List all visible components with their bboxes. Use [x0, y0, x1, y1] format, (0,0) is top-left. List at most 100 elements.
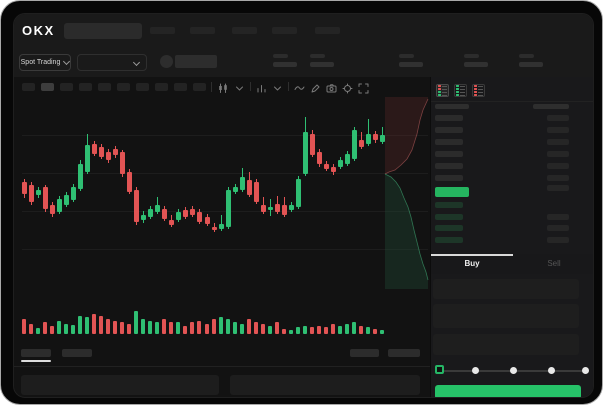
last-price-badge [435, 187, 469, 197]
trade-tab-bar: Buy Sell [431, 254, 593, 274]
book-icon-square [456, 88, 459, 90]
interval-button[interactable] [193, 83, 206, 91]
tab-buy[interactable]: Buy [464, 259, 480, 268]
volume-bar [155, 322, 159, 334]
book-icon-square [438, 94, 441, 96]
volume-bar [366, 327, 370, 334]
book-icon-line [442, 88, 447, 90]
nav-item-placeholder[interactable] [315, 27, 340, 34]
coin-avatar [160, 55, 173, 68]
search-input[interactable] [64, 23, 142, 39]
order-form-field[interactable] [433, 334, 579, 355]
chart-gridline [22, 173, 428, 174]
bottom-tab[interactable] [21, 349, 51, 357]
book-icon-row [474, 94, 483, 96]
active-tab-indicator [431, 254, 513, 256]
settings-icon[interactable] [342, 81, 353, 94]
book-icon-line [442, 85, 447, 87]
nav-item-placeholder[interactable] [272, 27, 297, 34]
candle [106, 152, 111, 160]
nav-item-placeholder[interactable] [232, 27, 257, 34]
candle [338, 160, 343, 167]
ask-price-placeholder[interactable] [435, 139, 463, 145]
book-icon-square [474, 85, 477, 87]
order-form-field[interactable] [433, 304, 579, 328]
order-form-field[interactable] [433, 279, 579, 299]
okx-logo: OKX [22, 23, 55, 38]
nav-item-placeholder[interactable] [190, 27, 215, 34]
ask-price-placeholder[interactable] [435, 127, 463, 133]
ask-amount-placeholder [547, 139, 569, 145]
candle-style-icon[interactable] [218, 81, 229, 93]
candle [296, 179, 301, 207]
market-type-dropdown[interactable]: Spot Trading [19, 54, 71, 71]
buy-submit-button[interactable] [435, 385, 581, 397]
ticker-stat-group [464, 54, 488, 67]
candle [240, 177, 245, 190]
candle [275, 204, 280, 212]
stat-value-placeholder [310, 62, 334, 67]
bid-price-placeholder[interactable] [435, 237, 463, 243]
interval-button[interactable] [174, 83, 187, 91]
slider-stop-dot[interactable] [510, 367, 517, 374]
book-asks-icon[interactable] [472, 84, 485, 97]
interval-button[interactable] [117, 83, 130, 91]
book-icon-square [456, 94, 459, 96]
draw-icon[interactable] [310, 81, 321, 93]
candle [113, 149, 118, 155]
pair-selector-dropdown[interactable] [77, 54, 147, 71]
bid-price-placeholder[interactable] [435, 214, 463, 220]
slider-stop-dot[interactable] [582, 367, 589, 374]
volume-bar [99, 316, 103, 334]
interval-button[interactable] [22, 83, 35, 91]
bottom-tab[interactable] [62, 349, 92, 357]
volume-bar [296, 327, 300, 334]
bid-price-placeholder[interactable] [435, 202, 463, 208]
interval-button[interactable] [98, 83, 111, 91]
indicators-icon[interactable] [256, 81, 267, 93]
book-icon-row [456, 94, 465, 96]
volume-bar [317, 326, 321, 334]
interval-button[interactable] [136, 83, 149, 91]
candle [169, 220, 174, 225]
book-combined-icon[interactable] [436, 84, 449, 97]
slider-stop-dot[interactable] [472, 367, 479, 374]
nav-item-placeholder[interactable] [150, 27, 175, 34]
candle [197, 212, 202, 222]
book-separator [431, 101, 593, 102]
volume-bar [106, 319, 110, 334]
camera-icon[interactable] [326, 81, 337, 93]
ask-amount-placeholder [547, 185, 569, 191]
volume-bar [212, 319, 216, 334]
candle [162, 209, 167, 219]
slider-stop-dot[interactable] [548, 367, 555, 374]
interval-button[interactable] [155, 83, 168, 91]
candle [57, 199, 62, 212]
amount-slider-handle[interactable] [435, 365, 444, 374]
book-icon-row [438, 91, 447, 93]
chart-gridline [22, 211, 428, 212]
interval-button[interactable] [60, 83, 73, 91]
bottom-action-pill[interactable] [388, 349, 420, 357]
bottom-action-pill[interactable] [350, 349, 379, 357]
candle [190, 209, 195, 215]
chevron-down-icon[interactable] [272, 81, 283, 92]
candle-wick [221, 215, 222, 231]
bid-price-placeholder[interactable] [435, 225, 463, 231]
interval-button[interactable] [41, 83, 54, 91]
interval-button[interactable] [79, 83, 92, 91]
book-bids-icon[interactable] [454, 84, 467, 97]
ask-price-placeholder[interactable] [435, 163, 463, 169]
ask-price-placeholder[interactable] [435, 175, 463, 181]
ask-price-placeholder[interactable] [435, 151, 463, 157]
chevron-down-icon[interactable] [234, 81, 245, 92]
fullscreen-icon[interactable] [358, 81, 369, 94]
ticker-stat-group [273, 54, 297, 67]
bottom-divider [14, 366, 430, 367]
ask-price-placeholder[interactable] [435, 115, 463, 121]
candle [359, 140, 364, 147]
line-tool-icon[interactable] [294, 81, 305, 92]
tab-sell[interactable]: Sell [547, 259, 561, 268]
volume-bar [190, 322, 194, 334]
